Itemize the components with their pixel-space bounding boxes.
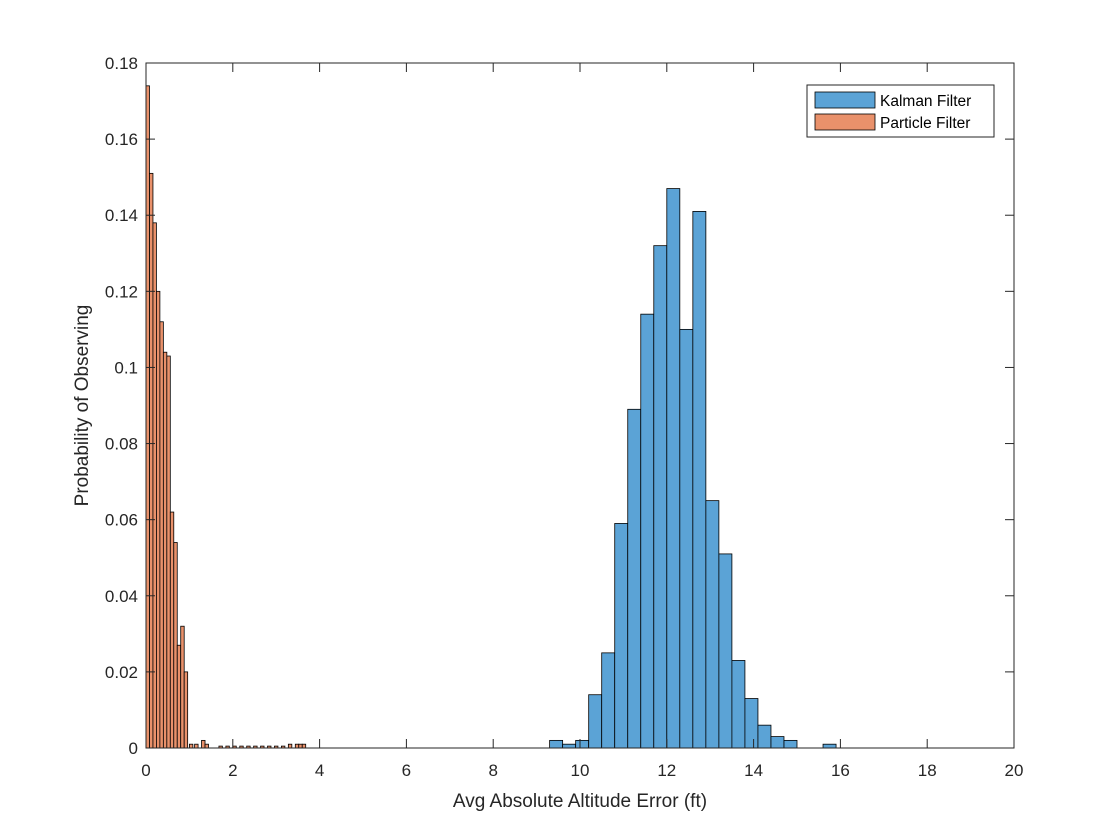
particle-filter-bar	[156, 290, 161, 749]
x-tick-label: 12	[657, 761, 676, 780]
particle-filter-bar	[152, 222, 157, 749]
kalman-filter-bar	[614, 523, 629, 749]
ticks-layer: 0 2 4 6 8 10 12 14 16 18 20 0 0.02 0.04 0.06 0.08 0.1 0.1…	[105, 54, 1024, 780]
x-tick-label: 8	[488, 761, 497, 780]
kalman-filter-bar	[653, 245, 668, 749]
particle-filter-bar	[159, 321, 164, 749]
x-tick-label: 16	[831, 761, 850, 780]
kalman-filter-bar	[640, 313, 655, 749]
x-tick-label: 6	[402, 761, 411, 780]
particle-filter-bar	[294, 743, 300, 749]
legend-label-particle-filter: Particle Filter	[880, 115, 970, 132]
legend-label-kalman-filter: Kalman Filter	[880, 93, 971, 110]
particle-filter-bar	[166, 355, 171, 749]
y-tick-label: 0.14	[105, 206, 138, 225]
particle-filter-bar	[145, 85, 150, 749]
x-tick-label: 20	[1005, 761, 1024, 780]
particle-filter-bar	[176, 644, 182, 749]
particle-filter-bar	[194, 743, 199, 749]
axes-box	[145, 62, 1015, 749]
kalman-filter-bar	[705, 500, 720, 749]
kalman-filter-bar	[575, 739, 590, 749]
x-tick-label: 14	[744, 761, 763, 780]
kalman-filter-bar	[757, 724, 772, 749]
kalman-filter-bar	[627, 408, 642, 749]
kalman-filter-bar	[744, 698, 759, 749]
legend-swatch-particle-filter	[814, 113, 876, 131]
kalman-filter-bar	[783, 739, 798, 749]
y-axis-label: Probability of Observing	[72, 305, 93, 507]
legend: Kalman Filter Particle Filter	[806, 84, 995, 138]
y-tick-label: 0.1	[114, 358, 138, 377]
x-tick-label: 4	[315, 761, 324, 780]
kalman-filter-bar	[601, 652, 616, 749]
particle-filter-bar	[204, 743, 209, 749]
x-tick-label: 2	[228, 761, 237, 780]
particle-filter-bar	[287, 743, 293, 749]
particle-filter-bar	[149, 172, 154, 749]
kalman-filter-bar	[731, 660, 746, 749]
y-tick-label: 0.18	[105, 54, 138, 73]
legend-swatch-kalman-filter	[814, 91, 876, 109]
particle-filter-bar	[169, 511, 175, 749]
x-axis-label: Avg Absolute Altitude Error (ft)	[453, 791, 707, 812]
kalman-filter-bar	[562, 743, 577, 749]
particle-filter-bar	[162, 351, 168, 749]
particle-filter-bar	[183, 671, 189, 749]
kalman-filter-bar	[549, 739, 564, 749]
y-tick-label: 0	[129, 739, 138, 758]
kalman-filter-bar	[718, 553, 733, 749]
kalman-filter-bar	[679, 328, 694, 749]
kalman-filter-bar	[588, 694, 603, 749]
kalman-filter-bar	[692, 211, 707, 749]
x-tick-label: 18	[918, 761, 937, 780]
x-tick-label: 0	[141, 761, 150, 780]
y-tick-label: 0.02	[105, 663, 138, 682]
y-tick-label: 0.16	[105, 130, 138, 149]
kalman-filter-bar	[666, 188, 681, 749]
bars-layer	[145, 85, 837, 749]
particle-filter-bar	[173, 542, 178, 749]
particle-filter-bar	[301, 743, 307, 749]
kalman-filter-bar	[770, 736, 785, 749]
particle-filter-bar	[298, 743, 303, 749]
x-tick-label: 10	[571, 761, 590, 780]
y-tick-label: 0.06	[105, 511, 138, 530]
y-tick-label: 0.08	[105, 435, 138, 454]
y-tick-label: 0.04	[105, 587, 138, 606]
particle-filter-bar	[201, 739, 206, 749]
y-tick-label: 0.12	[105, 282, 138, 301]
particle-filter-bar	[180, 625, 185, 749]
particle-filter-bar	[188, 743, 194, 749]
kalman-filter-bar	[822, 743, 837, 749]
